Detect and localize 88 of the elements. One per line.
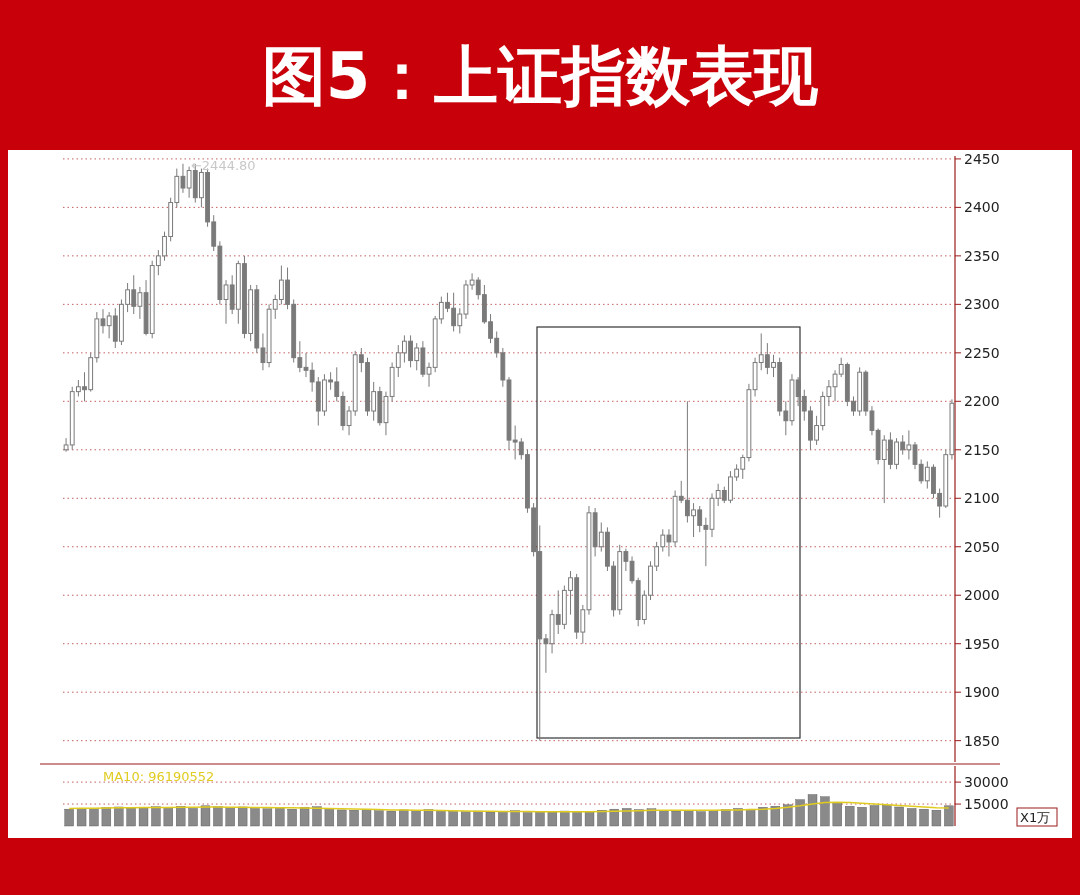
y-tick-label: 2450 [964, 150, 1000, 167]
bar [126, 807, 136, 827]
bar [151, 806, 161, 827]
bar [411, 810, 421, 827]
bar [783, 804, 793, 827]
bar [770, 806, 781, 827]
bar [522, 812, 533, 827]
bar [460, 811, 471, 827]
bar [361, 808, 372, 827]
bar [931, 810, 942, 827]
bar [906, 808, 917, 827]
bar [597, 810, 607, 827]
bar [423, 809, 434, 827]
bar [758, 807, 768, 827]
bar [349, 810, 359, 827]
bar [237, 806, 248, 827]
bar [275, 807, 285, 827]
y-axis-title: X1万 [1020, 809, 1051, 825]
y-tick-label: 1950 [964, 635, 1000, 652]
bar [473, 810, 483, 827]
bar [287, 808, 297, 827]
bar [101, 807, 112, 827]
bar [399, 809, 409, 827]
bar [609, 808, 619, 827]
bar [114, 806, 124, 827]
bar [200, 805, 211, 827]
bar [646, 808, 657, 827]
bar [832, 802, 842, 827]
bar [64, 808, 74, 827]
bar [572, 811, 582, 827]
bar [176, 806, 186, 827]
y-tick-label: 15000 [964, 796, 1009, 813]
bar [138, 807, 149, 827]
bar [262, 808, 273, 827]
bar [510, 810, 520, 827]
bar [745, 808, 756, 827]
bar [535, 811, 545, 827]
y-tick-label: 2100 [964, 490, 1000, 507]
annotation: MA10: 96190552 [103, 768, 215, 784]
bar [225, 807, 235, 827]
chart-title: 图5：上证指数表现 [261, 39, 820, 113]
annotation: ←2444.80 [190, 158, 256, 174]
bar [820, 796, 830, 827]
bar [560, 810, 570, 827]
y-tick-label: 1900 [964, 684, 1000, 701]
bar [337, 809, 347, 827]
bar [634, 809, 644, 827]
bar [857, 807, 867, 827]
bar [448, 811, 458, 827]
bar [708, 810, 719, 827]
bar [845, 806, 855, 827]
bar [696, 811, 706, 827]
bar [721, 809, 731, 827]
bar [250, 808, 260, 827]
bar [795, 799, 805, 827]
y-tick-label: 2000 [964, 587, 1000, 604]
bar [894, 806, 904, 827]
bar [659, 810, 669, 827]
y-tick-label: 2200 [964, 393, 1000, 410]
bar [374, 810, 384, 827]
bar [944, 805, 954, 827]
bar [547, 811, 558, 827]
bar [919, 808, 929, 827]
y-tick-label: 2300 [964, 296, 1000, 313]
y-tick-label: 2400 [964, 199, 1000, 216]
bar [76, 808, 87, 827]
bar [386, 810, 396, 827]
y-tick-label: 2050 [964, 538, 1000, 555]
bar [882, 805, 892, 827]
bar [436, 810, 446, 827]
y-tick-label: 2150 [964, 441, 1000, 458]
y-tick-label: 1850 [964, 732, 1000, 749]
y-tick-label: 30000 [964, 774, 1009, 791]
bar [312, 806, 322, 827]
bar [188, 808, 198, 827]
bar [584, 811, 595, 827]
bar [869, 805, 880, 827]
bar [683, 810, 694, 827]
y-tick-label: 2350 [964, 247, 1000, 264]
bar [671, 810, 681, 827]
bar [213, 806, 223, 827]
y-tick-label: 2250 [964, 344, 1000, 361]
bar [89, 808, 99, 827]
bar [485, 811, 496, 827]
bar [324, 808, 335, 827]
bar [163, 807, 173, 827]
bar [807, 794, 818, 827]
bar [498, 811, 508, 827]
